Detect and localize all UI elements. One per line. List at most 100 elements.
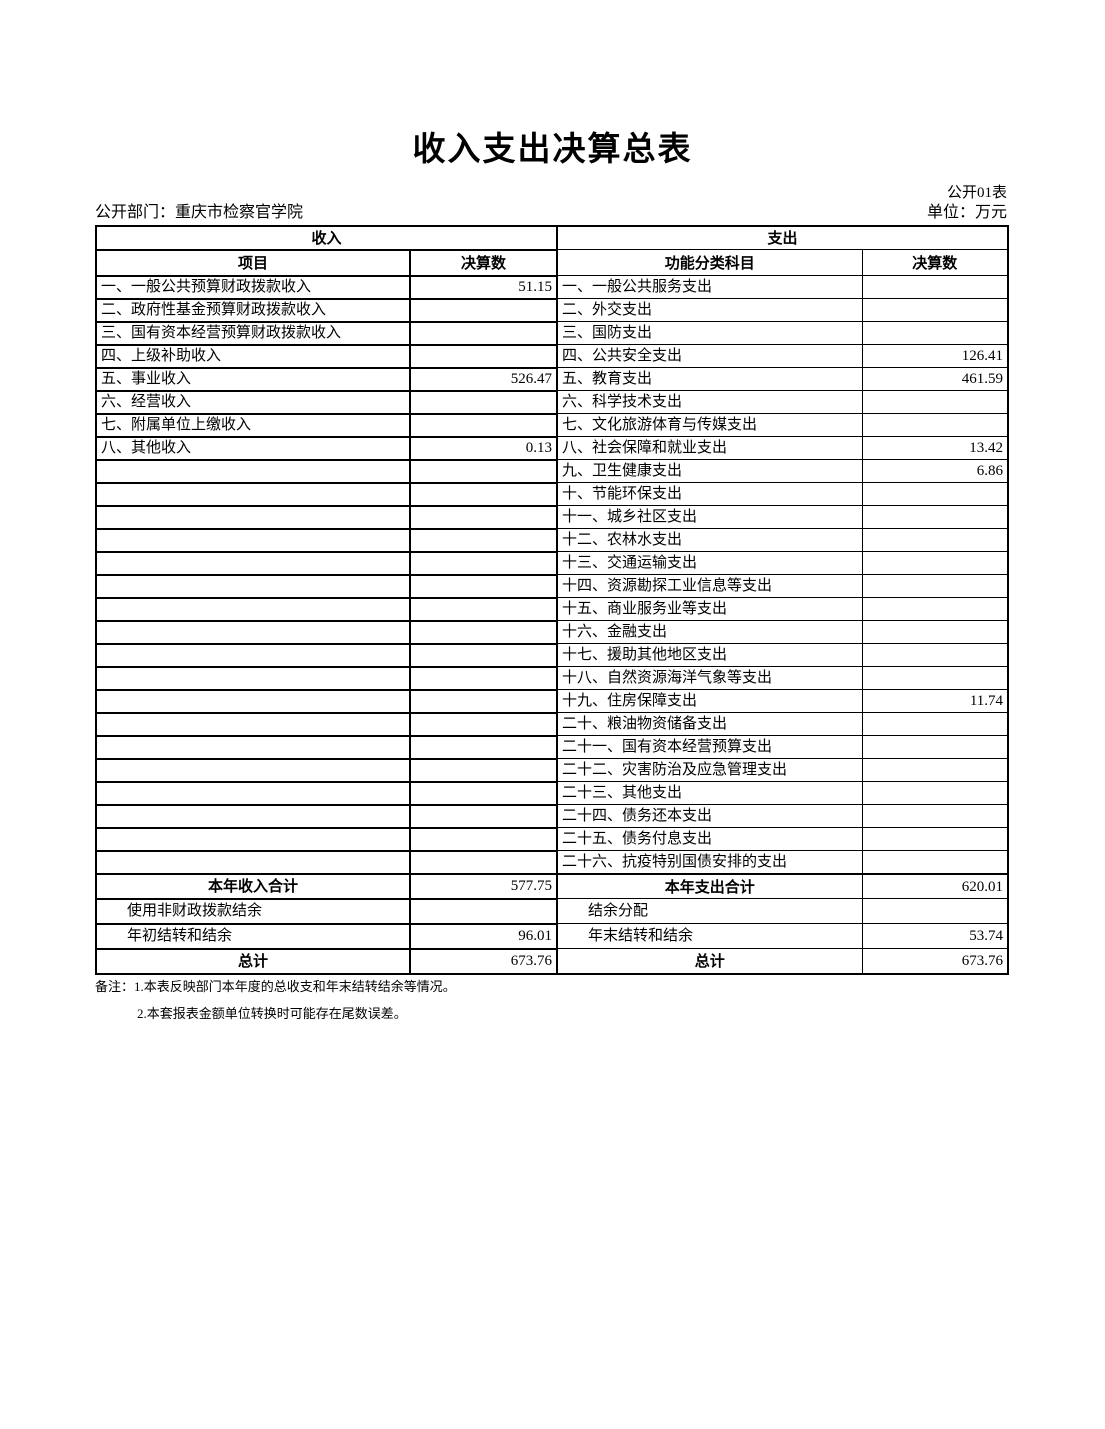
expense-item-cell: 二十五、债务付息支出	[556, 827, 863, 852]
expense-amount-cell	[861, 390, 1009, 415]
income-amount-cell: 526.47	[408, 366, 559, 392]
income-item-cell	[95, 826, 411, 852]
income-amount-cell	[408, 297, 559, 323]
expense-amount-cell	[861, 827, 1009, 852]
income-item-cell: 二、政府性基金预算财政拨款收入	[95, 297, 411, 323]
expense-amount-cell: 673.76	[861, 948, 1009, 975]
income-amount-cell: 673.76	[408, 947, 559, 975]
expense-amount-cell	[861, 712, 1009, 737]
income-item-cell: 年初结转和结余	[95, 922, 411, 950]
table-row: 十、节能环保支出	[95, 481, 1009, 507]
income-amount-cell	[408, 826, 559, 852]
expense-amount-cell	[861, 643, 1009, 668]
income-amount-cell	[408, 688, 559, 714]
expense-item-cell: 十四、资源勘探工业信息等支出	[556, 574, 863, 599]
expense-item-cell: 十九、住房保障支出	[556, 689, 863, 714]
expense-amount-cell: 6.86	[861, 459, 1009, 484]
table-row: 九、卫生健康支出 6.86	[95, 458, 1009, 484]
expense-item-cell: 十七、援助其他地区支出	[556, 643, 863, 668]
income-amount-cell: 0.13	[408, 435, 559, 461]
expense-amount-column-header: 决算数	[861, 249, 1009, 277]
income-amount-cell	[408, 458, 559, 484]
income-item-cell	[95, 688, 411, 714]
income-item-cell	[95, 596, 411, 622]
expense-item-cell: 二十四、债务还本支出	[556, 804, 863, 829]
expense-item-cell: 十三、交通运输支出	[556, 551, 863, 576]
table-row: 二十、粮油物资储备支出	[95, 711, 1009, 737]
expense-item-cell: 十六、金融支出	[556, 620, 863, 645]
expense-item-cell: 八、社会保障和就业支出	[556, 436, 863, 461]
expense-item-cell: 二十六、抗疫特别国债安排的支出	[556, 850, 863, 875]
table-row: 二十三、其他支出	[95, 780, 1009, 806]
expense-item-column-header: 功能分类科目	[556, 249, 863, 277]
expense-item-cell: 五、教育支出	[556, 367, 863, 392]
income-item-cell: 四、上级补助收入	[95, 343, 411, 369]
income-item-cell	[95, 458, 411, 484]
expense-amount-cell: 620.01	[861, 872, 1009, 900]
table-row: 二十一、国有资本经营预算支出	[95, 734, 1009, 760]
table-row: 四、上级补助收入 四、公共安全支出 126.41	[95, 343, 1009, 369]
table-row: 一、一般公共预算财政拨款收入 51.15 一、一般公共服务支出	[95, 274, 1009, 300]
income-amount-cell	[408, 527, 559, 553]
expense-item-cell: 二十、粮油物资储备支出	[556, 712, 863, 737]
expense-item-cell: 九、卫生健康支出	[556, 459, 863, 484]
table-head: 收入 支出 项目 决算数 功能分类科目 决算数	[94, 224, 1009, 277]
income-amount-cell	[408, 897, 559, 925]
expense-amount-cell	[861, 597, 1009, 622]
expense-item-cell: 二十二、灾害防治及应急管理支出	[556, 758, 863, 783]
table-body: 一、一般公共预算财政拨款收入 51.15 一、一般公共服务支出 二、政府性基金预…	[95, 274, 1009, 975]
expense-item-cell: 六、科学技术支出	[556, 390, 863, 415]
note-line-1: 备注：1.本表反映部门本年度的总收支和年末结转结余等情况。	[95, 978, 456, 994]
income-item-cell	[95, 504, 411, 530]
expense-section-header: 支出	[556, 225, 1009, 251]
expense-amount-cell	[861, 482, 1009, 507]
expense-amount-cell	[861, 321, 1009, 346]
meta-row: 公开部门：重庆市检察官学院 单位：万元	[95, 203, 1007, 224]
income-amount-cell	[408, 803, 559, 829]
income-amount-cell	[408, 320, 559, 346]
income-section-header: 收入	[94, 224, 559, 251]
table-row: 六、经营收入 六、科学技术支出	[95, 389, 1009, 415]
income-amount-cell	[408, 780, 559, 806]
income-item-cell: 八、其他收入	[95, 435, 411, 461]
income-amount-cell	[408, 665, 559, 691]
page-title: 收入支出决算总表	[412, 129, 693, 168]
table-row: 五、事业收入 526.47 五、教育支出 461.59	[95, 366, 1009, 392]
expense-item-cell: 十八、自然资源海洋气象等支出	[556, 666, 863, 691]
expense-amount-cell	[861, 898, 1009, 925]
income-item-cell	[95, 803, 411, 829]
income-amount-cell	[408, 619, 559, 645]
income-item-cell	[95, 573, 411, 599]
income-amount-cell	[408, 412, 559, 438]
expense-item-cell: 二、外交支出	[556, 298, 863, 323]
income-item-cell	[95, 665, 411, 691]
expense-item-cell: 十五、商业服务业等支出	[556, 597, 863, 622]
expense-amount-cell: 461.59	[861, 367, 1009, 392]
expense-item-cell: 二十一、国有资本经营预算支出	[556, 735, 863, 760]
income-amount-cell	[408, 596, 559, 622]
income-item-cell	[95, 642, 411, 668]
income-amount-cell	[408, 757, 559, 783]
section-header-row: 收入 支出	[94, 224, 1009, 251]
income-amount-cell	[408, 481, 559, 507]
expense-amount-cell	[861, 850, 1009, 875]
expense-amount-cell	[861, 551, 1009, 576]
table-row: 三、国有资本经营预算财政拨款收入 三、国防支出	[95, 320, 1009, 346]
notes-block: 备注：1.本表反映部门本年度的总收支和年末结转结余等情况。 2.本套报表金额单位…	[95, 978, 1007, 1024]
note-line-2: 2.本套报表金额单位转换时可能存在尾数误差。	[137, 1005, 407, 1021]
income-item-cell: 六、经营收入	[95, 389, 411, 415]
table-row: 十三、交通运输支出	[95, 550, 1009, 576]
expense-amount-cell: 13.42	[861, 436, 1009, 461]
department-label: 公开部门：重庆市检察官学院	[95, 204, 304, 222]
budget-table: 收入 支出 项目 决算数 功能分类科目 决算数 一、一般公共预算财政拨款收入 5…	[94, 224, 1010, 975]
content-area: 公开01表 公开部门：重庆市检察官学院 单位：万元 收入 支出 项目 决算数	[94, 183, 1010, 1024]
income-item-column-header: 项目	[95, 248, 411, 277]
income-amount-cell	[408, 343, 559, 369]
expense-amount-cell	[861, 298, 1009, 323]
table-code: 公开01表	[946, 184, 1007, 201]
income-amount-cell	[408, 389, 559, 415]
expense-item-cell: 十二、农林水支出	[556, 528, 863, 553]
expense-amount-cell	[861, 574, 1009, 599]
expense-amount-cell: 126.41	[861, 344, 1009, 369]
table-row: 二十六、抗疫特别国债安排的支出	[95, 849, 1009, 875]
